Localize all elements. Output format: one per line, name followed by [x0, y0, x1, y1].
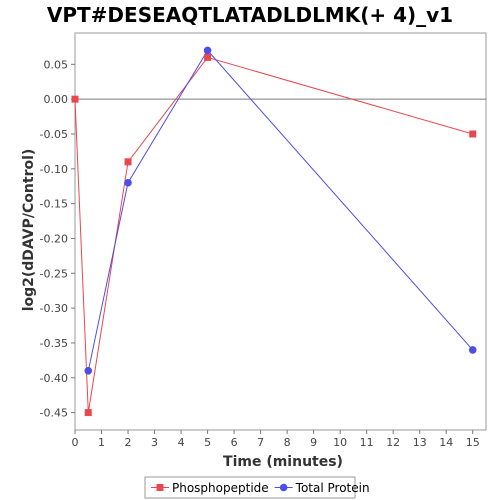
- legend-box: [144, 476, 356, 499]
- legend: Phosphopeptide Total Protein: [144, 476, 370, 499]
- x-axis-label: Time (minutes): [223, 454, 343, 470]
- x-tick-label: 8: [284, 436, 291, 449]
- data-point: [124, 158, 132, 166]
- x-tick-label: 12: [386, 436, 400, 449]
- legend-marker: [279, 483, 288, 492]
- y-tick-label: 0.05: [44, 58, 69, 71]
- x-tick-label: 1: [98, 436, 105, 449]
- x-tick-label: 14: [439, 436, 453, 449]
- data-point: [204, 53, 212, 61]
- data-point: [469, 130, 477, 138]
- x-tick-label: 3: [151, 436, 158, 449]
- y-tick-label: 0.00: [44, 93, 69, 106]
- data-point: [124, 178, 132, 187]
- y-axis-label: log2(dDAVP/Control): [21, 149, 37, 312]
- data-point: [84, 366, 93, 375]
- chart-title: VPT#DESEAQTLATADLDLMK(+ 4)_v1: [47, 3, 453, 27]
- x-tick-label: 9: [310, 436, 317, 449]
- legend-marker: [156, 484, 164, 491]
- plot-area: 0.05 0.00 -0.05 -0.10 -0.15 -0.20 -0.25 -0.30 -0…: [40, 32, 487, 449]
- x-tick-label: 15: [466, 436, 480, 449]
- x-tick-label: 10: [333, 436, 347, 449]
- y-tick-label: -0.30: [40, 302, 68, 315]
- x-tick-label: 5: [204, 436, 211, 449]
- series-line: [87, 49, 474, 371]
- data-point: [468, 346, 477, 354]
- x-tick-label: 13: [413, 436, 427, 449]
- plot-background: [74, 32, 487, 431]
- x-tick-label: 4: [178, 436, 185, 449]
- y-tick-label: -0.10: [40, 163, 68, 176]
- x-tick-label: 7: [257, 436, 264, 449]
- x-tick-label: 11: [360, 436, 374, 449]
- data-point: [203, 46, 212, 55]
- data-point: [84, 409, 92, 417]
- y-tick-label: -0.40: [40, 372, 68, 385]
- x-tick-label: 6: [231, 436, 238, 449]
- y-tick-label: -0.25: [40, 267, 68, 280]
- legend-label: Total Protein: [295, 481, 370, 495]
- y-tick-label: -0.05: [40, 128, 68, 141]
- y-tick-label: -0.45: [40, 407, 68, 420]
- legend-label: Phosphopeptide: [172, 481, 269, 495]
- y-tick-label: -0.15: [40, 198, 68, 211]
- x-tick-label: 2: [125, 436, 132, 449]
- y-tick-label: -0.20: [40, 232, 68, 245]
- y-tick-label: -0.35: [40, 337, 68, 350]
- data-point: [71, 95, 79, 103]
- x-tick-label: 0: [72, 436, 79, 449]
